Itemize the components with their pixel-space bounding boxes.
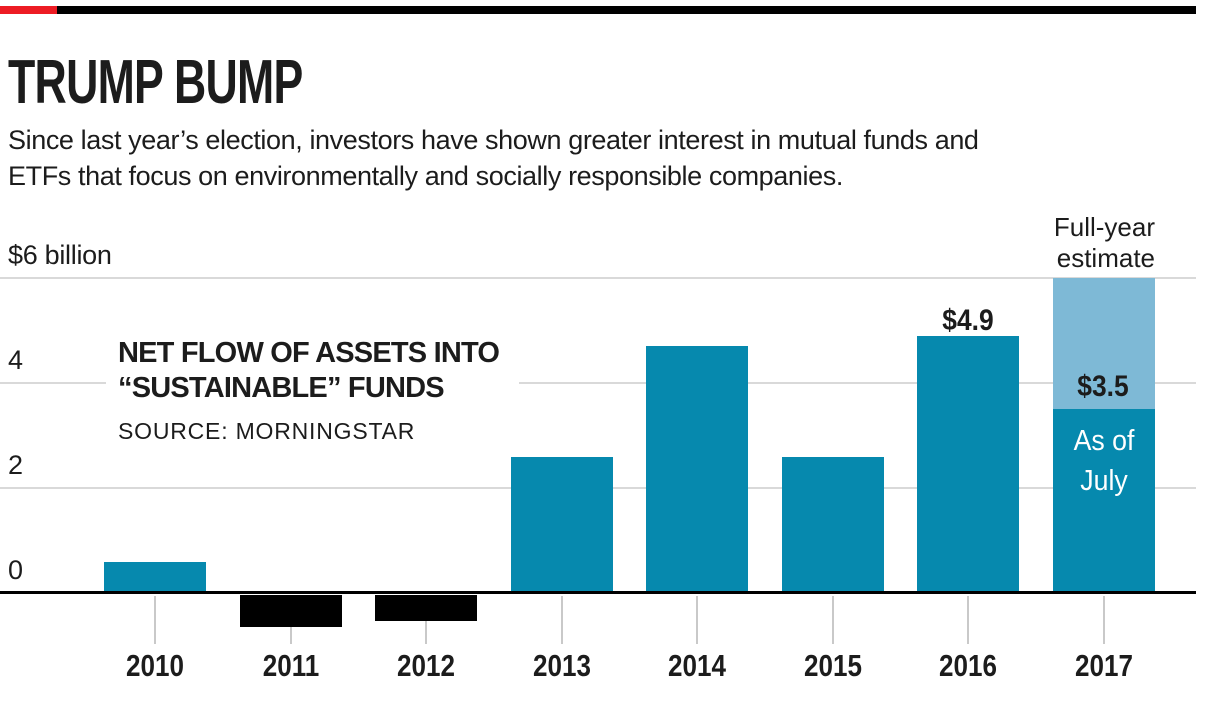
x-tick-2016	[967, 596, 970, 644]
subtitle-line-1: Since last year’s election, investors ha…	[8, 125, 979, 155]
x-axis-zero-line	[0, 591, 1196, 594]
y-tick-label-6: $6 billion	[8, 240, 112, 270]
bar-estimate-2017	[1052, 278, 1155, 410]
x-tick-2017	[1102, 596, 1105, 644]
bar-2017	[1052, 409, 1155, 593]
bar-2016	[917, 335, 1020, 593]
as-of-note-line-2: July	[1080, 465, 1128, 497]
x-label-2014: 2014	[668, 648, 727, 683]
chart-title: TRUMP BUMP	[8, 48, 303, 117]
x-label-2016: 2016	[939, 648, 998, 683]
x-tick-2013	[560, 596, 563, 644]
y-tick-label-2: 2	[8, 450, 23, 480]
accent-bar-red	[0, 6, 57, 14]
x-label-2011: 2011	[262, 648, 319, 683]
x-tick-2015	[831, 596, 834, 644]
x-label-2013: 2013	[532, 648, 591, 683]
value-label-2017: $3.5	[1077, 370, 1129, 403]
subtitle-line-2: ETFs that focus on environmentally and s…	[8, 161, 843, 191]
y-tick-label-4: 4	[8, 345, 23, 375]
bar-2015	[781, 456, 884, 593]
x-label-2017: 2017	[1075, 648, 1133, 683]
full-year-note-line-2: estimate	[1056, 243, 1155, 273]
annotation-line-1: NET FLOW OF ASSETS INTO	[118, 337, 500, 369]
chart-subtitle: Since last year’s election, investors ha…	[8, 122, 979, 194]
as-of-july-note: As of July	[1074, 421, 1135, 501]
x-label-2015: 2015	[803, 648, 862, 683]
chart-annotation: NET FLOW OF ASSETS INTO “SUSTAINABLE” FU…	[106, 334, 520, 449]
gridline-6	[0, 277, 1196, 279]
bar-2012	[375, 595, 478, 622]
x-tick-2010	[154, 596, 156, 644]
full-year-estimate-note: Full-year estimate	[1054, 212, 1155, 274]
x-label-2010: 2010	[126, 648, 184, 683]
bar-2010	[104, 561, 206, 593]
bar-2011	[239, 595, 342, 627]
gridline-4	[0, 382, 1196, 384]
source-label: SOURCE: MORNINGSTAR	[118, 418, 416, 444]
x-label-2012: 2012	[397, 648, 456, 683]
y-tick-label-0: 0	[8, 555, 23, 585]
x-tick-2014	[696, 596, 699, 644]
bar-2014	[646, 346, 749, 593]
bar-2013	[510, 456, 613, 593]
annotation-line-2: “SUSTAINABLE” FUNDS	[118, 372, 445, 404]
value-label-2016: $4.9	[942, 304, 994, 337]
accent-bar-black	[57, 6, 1196, 14]
full-year-note-line-1: Full-year	[1053, 212, 1155, 242]
as-of-note-line-1: As of	[1073, 425, 1135, 457]
